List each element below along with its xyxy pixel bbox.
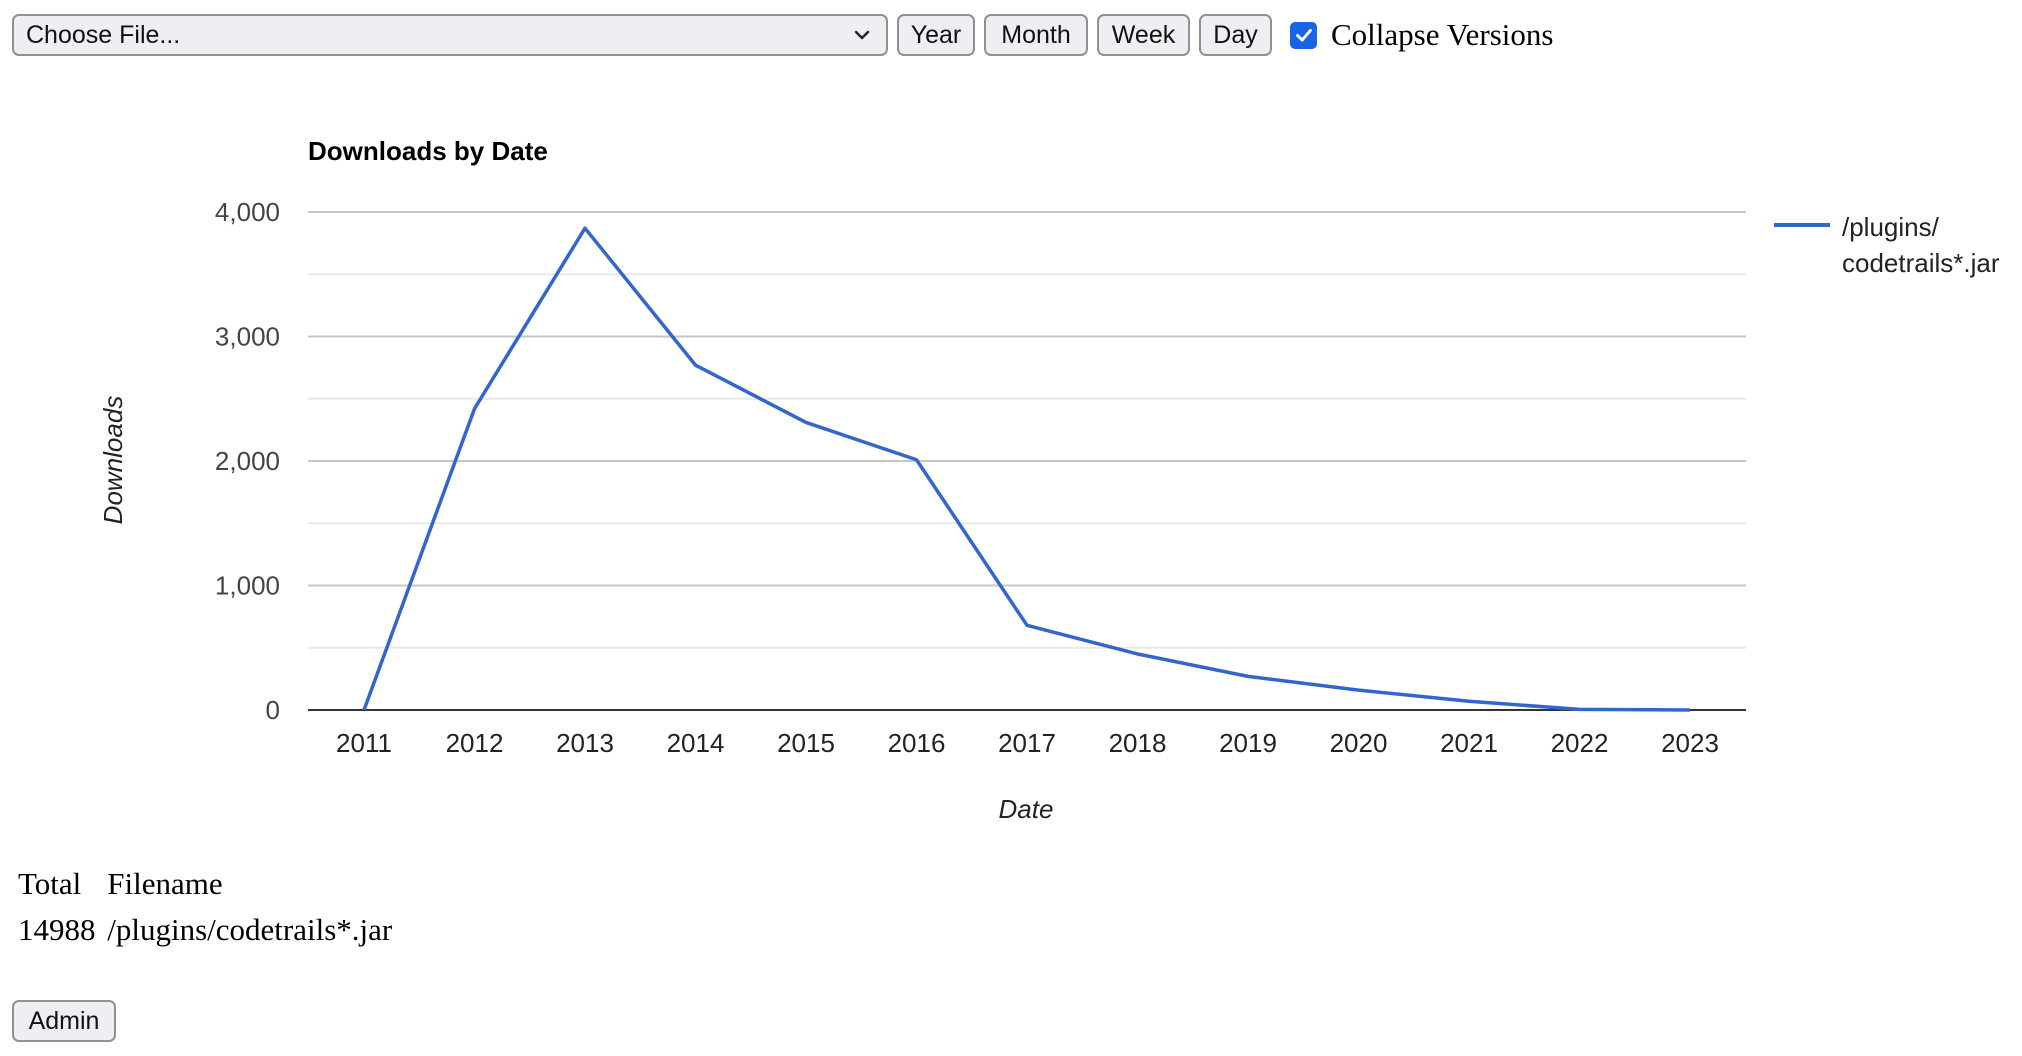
y-tick-label: 2,000	[215, 446, 280, 476]
x-tick-label: 2020	[1330, 728, 1388, 758]
series-line[interactable]	[362, 226, 1691, 712]
year-button[interactable]: Year	[897, 14, 975, 56]
chart-title: Downloads by Date	[308, 136, 548, 166]
x-axis-ticks: 2011 2012 2013 2014 2015 2016 2017 2018 2019 2020…	[336, 728, 1719, 758]
x-axis-label: Date	[999, 794, 1054, 824]
checkmark-icon	[1295, 28, 1312, 42]
row-filename: /plugins/codetrails*.jar	[107, 912, 393, 947]
file-select[interactable]: Choose File...	[12, 14, 888, 56]
x-tick-label: 2012	[446, 728, 504, 758]
file-select-value: Choose File...	[26, 20, 181, 49]
week-button[interactable]: Week	[1097, 14, 1190, 56]
x-tick-label: 2015	[777, 728, 835, 758]
chart-series	[362, 226, 1691, 712]
row-total: 14988	[18, 912, 96, 947]
y-axis-ticks: 0 1,000 2,000 3,000 4,000	[215, 197, 280, 725]
x-tick-label: 2014	[667, 728, 725, 758]
x-tick-label: 2023	[1661, 728, 1719, 758]
collapse-versions-checkbox[interactable]	[1290, 21, 1317, 49]
x-tick-label: 2021	[1440, 728, 1498, 758]
legend-label: /plugins/codetrails*.jar	[1842, 212, 2000, 278]
x-tick-label: 2022	[1551, 728, 1609, 758]
collapse-versions-label: Collapse Versions	[1331, 17, 1554, 52]
chart-grid	[308, 211, 1746, 711]
filename-header: Filename	[107, 866, 223, 901]
x-tick-label: 2017	[998, 728, 1056, 758]
chart-legend[interactable]: /plugins/codetrails*.jar	[1774, 212, 2000, 278]
x-tick-label: 2019	[1219, 728, 1277, 758]
day-button[interactable]: Day	[1199, 14, 1272, 56]
x-tick-label: 2018	[1109, 728, 1167, 758]
y-tick-label: 1,000	[215, 571, 280, 601]
total-header: Total	[18, 866, 82, 901]
downloads-chart: Downloads by Date 01,0002,0003,0004,000 …	[98, 136, 2000, 824]
y-tick-label: 4,000	[215, 197, 280, 227]
y-axis-label: Downloads	[98, 396, 128, 525]
summary-table: Total Filename 14988 /plugins/codetrails…	[18, 866, 398, 958]
admin-button[interactable]: Admin	[12, 1000, 116, 1042]
collapse-versions-control[interactable]: Collapse Versions	[1290, 17, 1553, 53]
chevron-down-icon	[854, 30, 870, 40]
y-tick-label: 3,000	[215, 322, 280, 352]
month-button[interactable]: Month	[984, 14, 1088, 56]
y-tick-label: 0	[266, 695, 280, 725]
x-tick-label: 2016	[888, 728, 946, 758]
toolbar: Choose File... Year Month Week Day Colla…	[12, 12, 1553, 58]
x-tick-label: 2011	[336, 728, 392, 758]
table-row: 14988 /plugins/codetrails*.jar	[18, 912, 398, 958]
x-tick-label: 2013	[556, 728, 614, 758]
